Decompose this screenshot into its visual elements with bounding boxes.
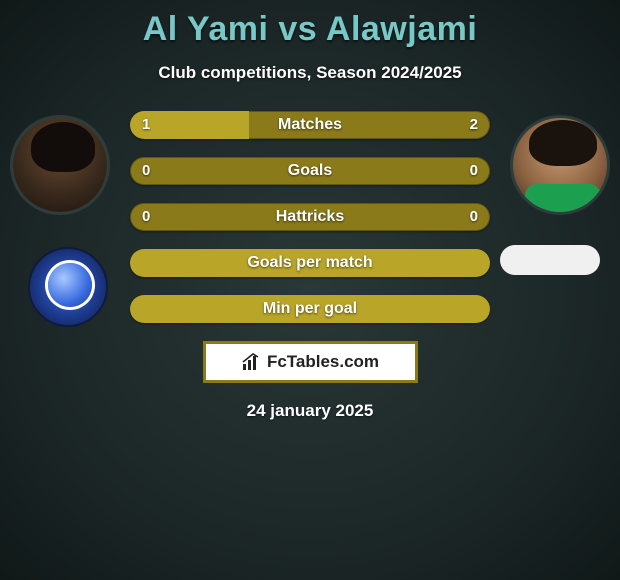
stat-bar-matches: 1 Matches 2 (130, 111, 490, 139)
stat-label: Goals per match (130, 249, 490, 277)
stat-bar-goals-per-match: Goals per match (130, 249, 490, 277)
chart-icon (241, 352, 261, 372)
stat-bar-min-per-goal: Min per goal (130, 295, 490, 323)
comparison-card: Al Yami vs Alawjami Club competitions, S… (0, 0, 620, 580)
stat-value-right: 0 (470, 203, 478, 231)
player-right-avatar (510, 115, 610, 215)
source-logo: FcTables.com (203, 341, 418, 383)
snapshot-date: 24 january 2025 (0, 401, 620, 421)
stat-label: Min per goal (130, 295, 490, 323)
stat-label: Goals (130, 157, 490, 185)
stat-value-right: 0 (470, 157, 478, 185)
avatar-face-icon (13, 118, 107, 212)
team-right-badge-icon (500, 245, 600, 275)
stat-label: Matches (130, 111, 490, 139)
avatar-face-icon (513, 118, 607, 212)
page-title: Al Yami vs Alawjami (0, 10, 620, 49)
page-subtitle: Club competitions, Season 2024/2025 (0, 63, 620, 83)
stat-bar-goals: 0 Goals 0 (130, 157, 490, 185)
source-logo-text: FcTables.com (267, 352, 379, 372)
stat-bar-hattricks: 0 Hattricks 0 (130, 203, 490, 231)
stat-bars: 1 Matches 2 0 Goals 0 0 Hattricks 0 Goal… (130, 111, 490, 323)
stat-label: Hattricks (130, 203, 490, 231)
stat-value-right: 2 (470, 111, 478, 139)
player-left-avatar (10, 115, 110, 215)
content-area: 1 Matches 2 0 Goals 0 0 Hattricks 0 Goal… (0, 111, 620, 421)
team-left-badge-icon (28, 247, 108, 327)
